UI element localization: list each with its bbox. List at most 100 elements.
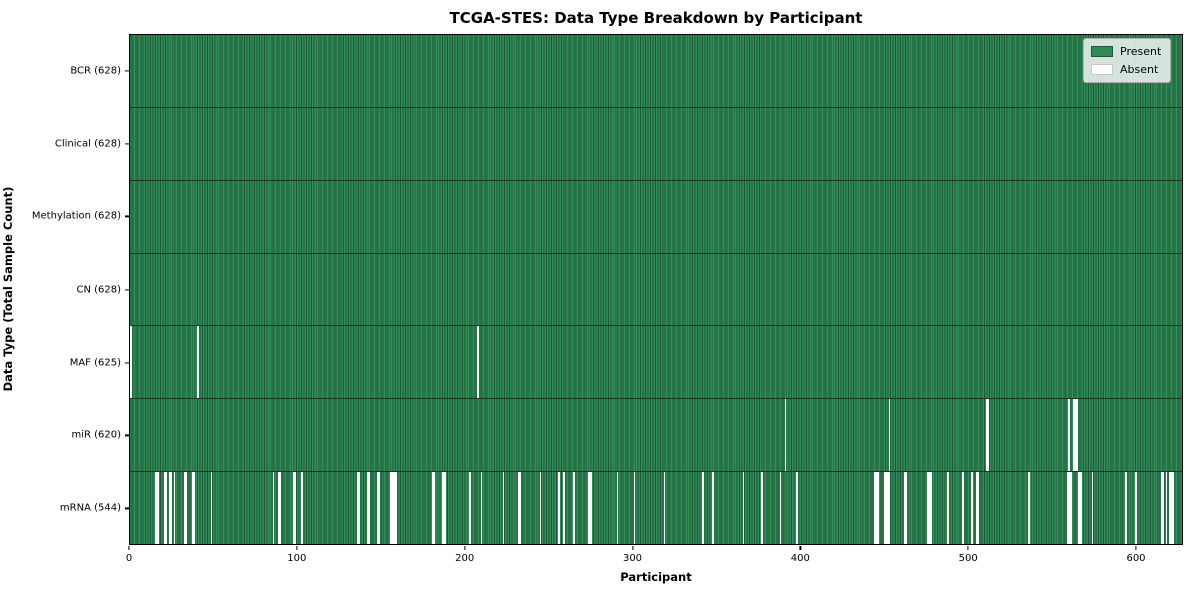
x-axis: 0 100 200 300 400 500 600 xyxy=(125,546,1183,576)
x-axis-label: Participant xyxy=(620,570,692,584)
absent-stripe xyxy=(443,472,446,545)
absent-stripe xyxy=(277,472,280,545)
absent-stripe xyxy=(294,472,297,545)
absent-stripe xyxy=(170,472,172,545)
heatmap-row-mir xyxy=(130,398,1182,472)
absent-stripe xyxy=(1068,399,1070,472)
absent-stripe xyxy=(975,472,978,545)
absent-stripe xyxy=(1162,472,1164,545)
absent-stripe xyxy=(519,472,522,545)
absent-stripe xyxy=(928,472,931,545)
absent-stripe xyxy=(130,326,132,399)
absent-stripe xyxy=(876,472,879,545)
absent-stripe xyxy=(272,472,275,545)
absent-stripe xyxy=(1073,399,1075,472)
absent-stripe xyxy=(616,472,619,545)
x-tick-mark xyxy=(296,546,298,551)
y-tick-mark xyxy=(125,215,129,218)
legend-item-present: Present xyxy=(1091,45,1161,58)
absent-stripe xyxy=(1170,472,1173,545)
absent-stripe xyxy=(588,472,590,545)
x-tick-mark xyxy=(128,546,130,551)
absent-stripe xyxy=(391,472,394,545)
legend-swatch-present xyxy=(1091,46,1113,57)
absent-stripe xyxy=(1172,472,1174,545)
absent-stripe xyxy=(185,472,188,545)
absent-stripe xyxy=(1078,472,1080,545)
absent-stripe xyxy=(517,472,520,545)
absent-stripe xyxy=(1074,399,1077,472)
absent-stripe xyxy=(573,472,575,545)
x-tick-mark xyxy=(464,546,466,551)
absent-stripe xyxy=(742,472,745,545)
absent-stripe xyxy=(156,472,159,545)
heatmap-row-mrna xyxy=(130,471,1182,545)
absent-stripe xyxy=(927,472,929,545)
absent-stripe xyxy=(905,472,908,545)
absent-stripe xyxy=(903,472,906,545)
x-tick-mark xyxy=(1135,546,1137,551)
absent-stripe xyxy=(796,472,798,545)
absent-stripe xyxy=(1135,472,1138,545)
x-tick-label: 100 xyxy=(287,553,307,565)
x-tick-mark xyxy=(967,546,969,551)
heatmap-row-bcr xyxy=(130,35,1182,107)
absent-stripe xyxy=(393,472,396,545)
heatmap-row-cn xyxy=(130,252,1182,326)
absent-stripe xyxy=(378,472,381,545)
absent-stripe xyxy=(433,472,436,545)
heatmap-rows-container xyxy=(130,35,1182,545)
absent-stripe xyxy=(193,472,196,545)
absent-stripe xyxy=(390,472,392,545)
legend-swatch-absent xyxy=(1091,64,1113,75)
absent-stripe xyxy=(761,472,763,545)
y-tick-mark xyxy=(125,507,129,510)
y-tick-mark xyxy=(125,361,129,364)
legend: Present Absent xyxy=(1083,38,1172,83)
absent-stripe xyxy=(539,472,542,545)
y-tick-label: Methylation (628) xyxy=(31,210,121,222)
x-tick-mark xyxy=(631,546,634,551)
absent-stripe xyxy=(197,326,199,399)
absent-stripe xyxy=(784,399,787,472)
absent-stripe xyxy=(1125,472,1127,545)
absent-stripe xyxy=(962,472,965,545)
absent-stripe xyxy=(888,399,891,472)
absent-stripe xyxy=(873,472,876,545)
y-axis-ticks xyxy=(0,34,129,545)
absent-stripe xyxy=(779,472,782,545)
y-tick-label: mRNA (544) xyxy=(59,502,121,514)
absent-stripe xyxy=(883,472,886,545)
y-tick-mark xyxy=(125,142,129,145)
absent-stripe xyxy=(442,472,444,545)
absent-stripe xyxy=(947,472,950,545)
absent-stripe xyxy=(1066,472,1069,545)
absent-stripe xyxy=(358,472,360,545)
legend-label: Absent xyxy=(1120,63,1159,76)
x-tick-label: 300 xyxy=(622,553,643,565)
y-tick-mark xyxy=(125,69,129,72)
legend-label: Present xyxy=(1120,45,1162,58)
y-tick-label: miR (620) xyxy=(71,429,121,441)
absent-stripe xyxy=(173,472,176,545)
absent-stripe xyxy=(977,472,980,545)
y-tick-mark xyxy=(125,434,129,437)
absent-stripe xyxy=(1079,472,1082,545)
absent-stripe xyxy=(702,472,704,545)
chart-title: TCGA-STES: Data Type Breakdown by Partic… xyxy=(449,9,863,27)
absent-stripe xyxy=(480,472,483,545)
absent-stripe xyxy=(1165,472,1168,545)
absent-stripe xyxy=(432,472,434,545)
absent-stripe xyxy=(279,472,282,545)
absent-stripe xyxy=(970,472,973,545)
absent-stripe xyxy=(1160,472,1163,545)
absent-stripe xyxy=(1168,472,1171,545)
absent-stripe xyxy=(985,399,988,472)
absent-stripe xyxy=(368,472,370,545)
absent-stripe xyxy=(301,472,303,545)
x-tick-label: 200 xyxy=(455,553,475,565)
x-tick-label: 0 xyxy=(125,553,133,565)
y-tick-mark xyxy=(125,288,129,291)
y-tick-label: BCR (628) xyxy=(70,65,121,76)
